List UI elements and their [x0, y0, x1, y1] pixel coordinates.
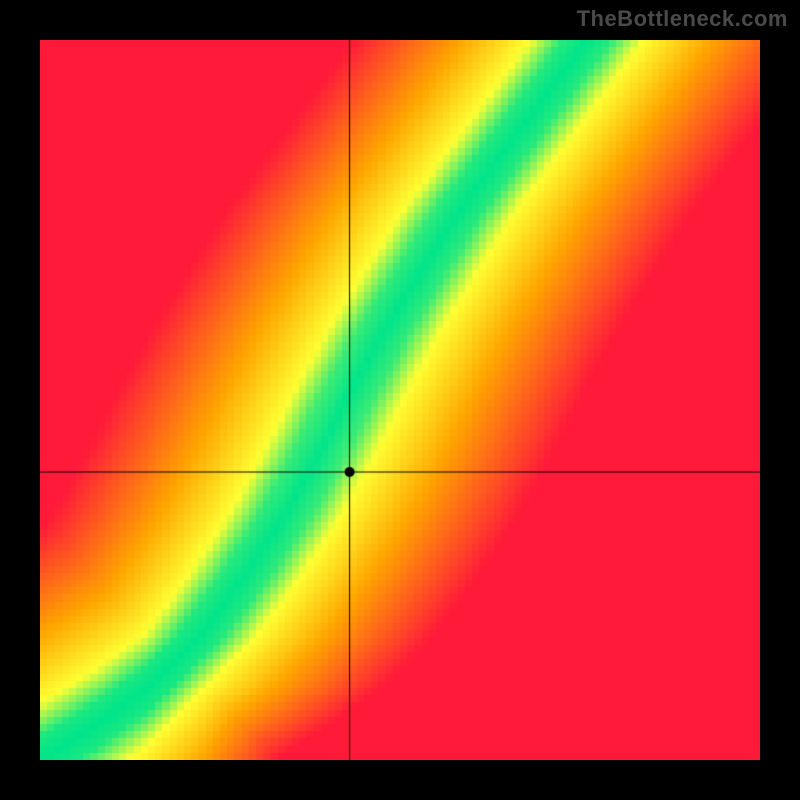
chart-container: TheBottleneck.com: [0, 0, 800, 800]
watermark-text: TheBottleneck.com: [577, 6, 788, 32]
bottleneck-heatmap: [40, 40, 760, 760]
